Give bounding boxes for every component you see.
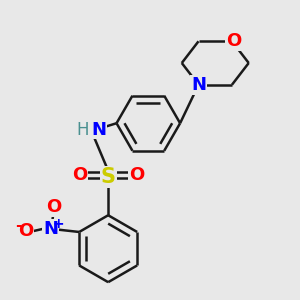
Text: O: O [46, 198, 61, 216]
Text: +: + [52, 217, 64, 231]
Text: N: N [191, 76, 206, 94]
Text: -: - [15, 218, 22, 233]
Text: O: O [129, 166, 144, 184]
Text: O: O [72, 166, 87, 184]
Text: O: O [18, 222, 33, 240]
Text: N: N [43, 220, 58, 238]
Text: S: S [101, 167, 116, 187]
Text: N: N [92, 121, 106, 139]
Text: O: O [226, 32, 241, 50]
Text: H: H [76, 121, 89, 139]
